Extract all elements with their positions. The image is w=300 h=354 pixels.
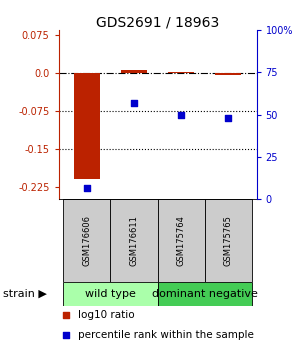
Bar [121,69,147,73]
Point [179,112,184,118]
Bar [158,282,252,306]
Text: log10 ratio: log10 ratio [78,310,135,320]
Text: GSM176606: GSM176606 [82,215,91,266]
Text: strain ▶: strain ▶ [3,289,47,299]
Text: GSM175764: GSM175764 [177,215,186,266]
Text: percentile rank within the sample: percentile rank within the sample [78,330,254,341]
Bar [158,199,205,282]
Point [84,185,89,190]
Bar [215,73,241,75]
Point [131,100,136,106]
Bar [110,199,158,282]
Bar [205,199,252,282]
Point [227,32,232,38]
Point [226,115,231,121]
Text: GSM176611: GSM176611 [129,215,138,266]
Point [227,219,232,224]
Bar [168,72,194,73]
Text: GDS2691 / 18963: GDS2691 / 18963 [96,16,219,30]
Text: GSM175765: GSM175765 [224,215,233,266]
Bar [63,282,158,306]
Text: wild type: wild type [85,289,136,299]
Bar [63,199,110,282]
Bar [74,73,100,179]
Text: dominant negative: dominant negative [152,289,258,299]
